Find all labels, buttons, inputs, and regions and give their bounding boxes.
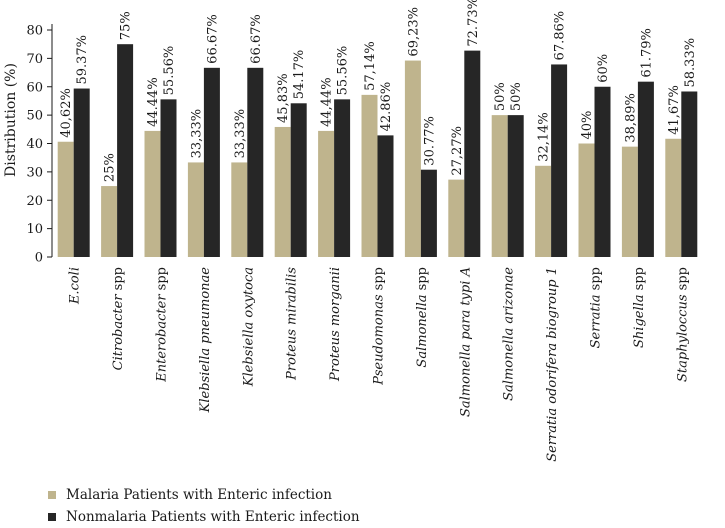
legend-swatch-nonmalaria (48, 513, 56, 521)
data-label-nonmalaria: 72.73% (466, 0, 481, 47)
data-labels: 40,62%59.37%25%75%44.44%55.56%33,33%66.6… (59, 0, 698, 182)
data-label-malaria: 40,62% (59, 88, 74, 138)
data-label-nonmalaria: 54.17% (292, 50, 307, 100)
bar-malaria (101, 186, 118, 257)
category-label: Klebsiella oxytoca (241, 267, 256, 387)
category-labels: E.coli Citrobacter spp Enterobacter spp Kle… (68, 267, 691, 462)
data-label-nonmalaria: 75% (119, 11, 134, 40)
bar-nonmalaria (681, 91, 698, 258)
bar-nonmalaria (507, 115, 524, 257)
bar-malaria (621, 146, 638, 257)
category-label: Enterobacter spp (155, 267, 170, 383)
data-label-malaria: 57,14% (363, 41, 378, 91)
bar-nonmalaria (420, 169, 437, 257)
data-label-malaria: 33,33% (189, 109, 204, 159)
legend: Malaria Patients with Enteric infection … (48, 484, 360, 528)
category-label: E.coli (68, 267, 83, 305)
y-tick-label: 20 (26, 194, 43, 209)
category-label: Salmonella arizonae (502, 267, 517, 401)
y-tick-label: 30 (26, 165, 43, 180)
legend-label-nonmalaria: Nonmalaria Patients with Enteric infecti… (66, 509, 360, 525)
category-label: Staphyloccus spp (675, 267, 690, 382)
category-label: Serratia odorifera biogroup 1 (545, 267, 560, 462)
bar-nonmalaria (334, 99, 351, 257)
data-label-nonmalaria: 58.33% (683, 38, 698, 88)
y-axis-label: Distribution (%) (3, 63, 19, 177)
legend-label-malaria: Malaria Patients with Enteric infection (66, 487, 332, 503)
bar-malaria (448, 179, 465, 257)
bar-malaria (231, 162, 248, 257)
data-label-malaria: 27,27% (450, 126, 465, 176)
data-label-nonmalaria: 60% (596, 54, 611, 83)
category-label: Salmonella spp (415, 267, 430, 368)
y-tick-label: 50 (26, 109, 43, 124)
bar-malaria (665, 138, 682, 257)
data-label-malaria: 45,83% (276, 73, 291, 123)
category-label: Serratia spp (589, 267, 604, 348)
data-label-malaria: 25% (103, 153, 118, 182)
bar-nonmalaria (290, 103, 307, 257)
data-label-malaria: 69,23% (406, 7, 421, 57)
bar-malaria (187, 162, 204, 257)
bar-malaria (491, 115, 508, 257)
bar-nonmalaria (464, 50, 481, 257)
bar-nonmalaria (247, 67, 264, 257)
data-label-nonmalaria: 50% (509, 82, 524, 111)
data-label-malaria: 50% (493, 82, 508, 111)
data-label-nonmalaria: 55.56% (336, 46, 351, 96)
bar-nonmalaria (377, 135, 394, 257)
bars (57, 44, 698, 258)
legend-swatch-malaria (48, 491, 56, 499)
data-label-malaria: 41,67% (667, 85, 682, 135)
category-label: Pseudomonas spp (372, 267, 387, 386)
data-label-nonmalaria: 66.67% (249, 14, 264, 64)
bar-nonmalaria (203, 67, 220, 257)
bar-nonmalaria (594, 86, 611, 257)
category-label: Proteus morganii (328, 267, 343, 382)
bar-nonmalaria (551, 64, 568, 257)
bar-malaria (535, 165, 552, 257)
bar-nonmalaria (637, 81, 654, 258)
bar-malaria (144, 130, 161, 257)
y-tick-label: 0 (35, 251, 43, 266)
bar-malaria (578, 143, 595, 257)
bar-malaria (361, 94, 378, 257)
data-label-nonmalaria: 66.67% (205, 14, 220, 64)
bar-malaria (318, 130, 335, 257)
data-label-nonmalaria: 30.77% (422, 116, 437, 166)
bar-malaria (57, 141, 74, 257)
data-label-malaria: 32,14% (537, 112, 552, 162)
data-label-nonmalaria: 59.37% (75, 35, 90, 85)
category-label: Salmonella para typi A (458, 267, 473, 417)
bar-chart: Distribution (%) 0 10 20 30 40 50 60 70 80 40,62… (3, 0, 698, 462)
category-label: Proteus mirabilis (285, 267, 300, 381)
bar-nonmalaria (73, 88, 90, 257)
y-tick-label: 10 (26, 222, 43, 237)
data-label-malaria: 33,33% (233, 109, 248, 159)
data-label-nonmalaria: 42.86% (379, 82, 394, 132)
data-label-nonmalaria: 67.86% (553, 11, 568, 61)
legend-item-nonmalaria: Nonmalaria Patients with Enteric infecti… (48, 506, 360, 528)
category-label: Shigella spp (632, 267, 647, 348)
bar-malaria (404, 60, 421, 257)
category-label: Citrobacter spp (111, 267, 126, 370)
category-label: Klebsiella pneumonae (198, 267, 213, 414)
bar-nonmalaria (160, 99, 177, 257)
data-label-malaria: 44.44% (146, 77, 161, 127)
y-axis: 0 10 20 30 40 50 60 70 80 (26, 24, 53, 266)
bar-malaria (274, 126, 291, 258)
data-label-malaria: 40% (580, 111, 595, 140)
data-label-nonmalaria: 55.56% (162, 46, 177, 96)
legend-item-malaria: Malaria Patients with Enteric infection (48, 484, 360, 506)
data-label-nonmalaria: 61.79% (639, 28, 654, 78)
data-label-malaria: 38,89% (623, 93, 638, 143)
y-tick-label: 80 (26, 24, 43, 39)
y-tick-label: 40 (26, 137, 43, 152)
bar-nonmalaria (117, 44, 134, 257)
data-label-malaria: 44,44% (320, 77, 335, 127)
y-tick-label: 60 (26, 80, 43, 95)
y-tick-label: 70 (26, 52, 43, 67)
